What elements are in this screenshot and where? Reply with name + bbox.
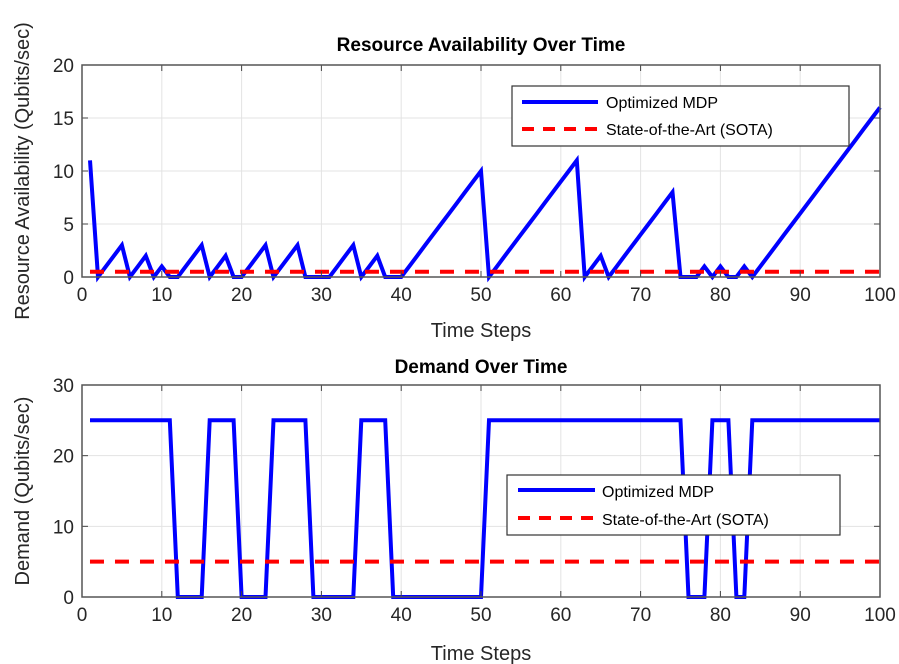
chart-title: Demand Over Time (395, 357, 568, 378)
x-tick-label: 100 (864, 285, 896, 306)
y-tick-label: 5 (63, 215, 74, 236)
legend-label-sota: State-of-the-Art (SOTA) (606, 122, 773, 139)
legend-box (511, 85, 850, 147)
y-tick-label: 10 (53, 162, 74, 183)
legend: Optimized MDP State-of-the-Art (SOTA) (506, 474, 841, 536)
x-tick-label: 20 (231, 605, 252, 626)
plot-lines (88, 106, 882, 283)
y-tick-label: 10 (53, 517, 74, 538)
legend-label-sota: State-of-the-Art (SOTA) (602, 512, 769, 529)
x-tick-label: 90 (790, 285, 811, 306)
x-tick-label: 80 (710, 605, 731, 626)
y-tick-label: 15 (53, 109, 74, 130)
y-tick-label: 20 (53, 56, 74, 77)
resource-availability-chart: Resource Availability Over Time Time Ste… (12, 22, 896, 342)
y-tick-label: 30 (53, 376, 74, 397)
legend-label-mdp: Optimized MDP (602, 484, 714, 501)
x-tick-label: 40 (391, 605, 412, 626)
x-tick-label: 40 (391, 285, 412, 306)
x-tick-label: 60 (550, 605, 571, 626)
axes-box (81, 64, 881, 278)
x-tick-label: 70 (630, 285, 651, 306)
chart-title: Resource Availability Over Time (337, 35, 626, 56)
x-tick-label: 100 (864, 605, 896, 626)
y-tick-label: 0 (63, 268, 74, 289)
x-tick-label: 50 (470, 605, 491, 626)
legend-label-mdp: Optimized MDP (606, 95, 718, 112)
x-tick-label: 0 (77, 285, 88, 306)
y-tick-label: 20 (53, 447, 74, 468)
x-tick-label: 90 (790, 605, 811, 626)
x-tick-label: 60 (550, 285, 571, 306)
x-tick-label: 20 (231, 285, 252, 306)
x-tick-label: 80 (710, 285, 731, 306)
x-tick-label: 30 (311, 285, 332, 306)
legend-box (506, 474, 841, 536)
legend: Optimized MDP State-of-the-Art (SOTA) (511, 85, 850, 147)
y-axis-label: Demand (Qubits/sec) (12, 397, 34, 586)
x-axis-label: Time Steps (431, 320, 531, 342)
x-tick-label: 0 (77, 605, 88, 626)
axes: 0 10 20 30 40 50 60 70 80 90 100 0 10 20 30 (53, 376, 896, 626)
x-tick-label: 70 (630, 605, 651, 626)
x-tick-label: 30 (311, 605, 332, 626)
x-axis-label: Time Steps (431, 643, 531, 664)
x-tick-label: 50 (470, 285, 491, 306)
demand-chart: Demand Over Time Time Steps Demand (Qubi… (12, 357, 896, 664)
y-axis-label: Resource Availability (Qubits/sec) (12, 22, 34, 320)
x-tick-label: 10 (151, 605, 172, 626)
axes: 0 10 20 30 40 50 60 70 80 90 100 0 5 10 15 20 (53, 56, 896, 306)
y-tick-label: 0 (63, 588, 74, 609)
axes-box (81, 384, 881, 598)
x-tick-label: 10 (151, 285, 172, 306)
